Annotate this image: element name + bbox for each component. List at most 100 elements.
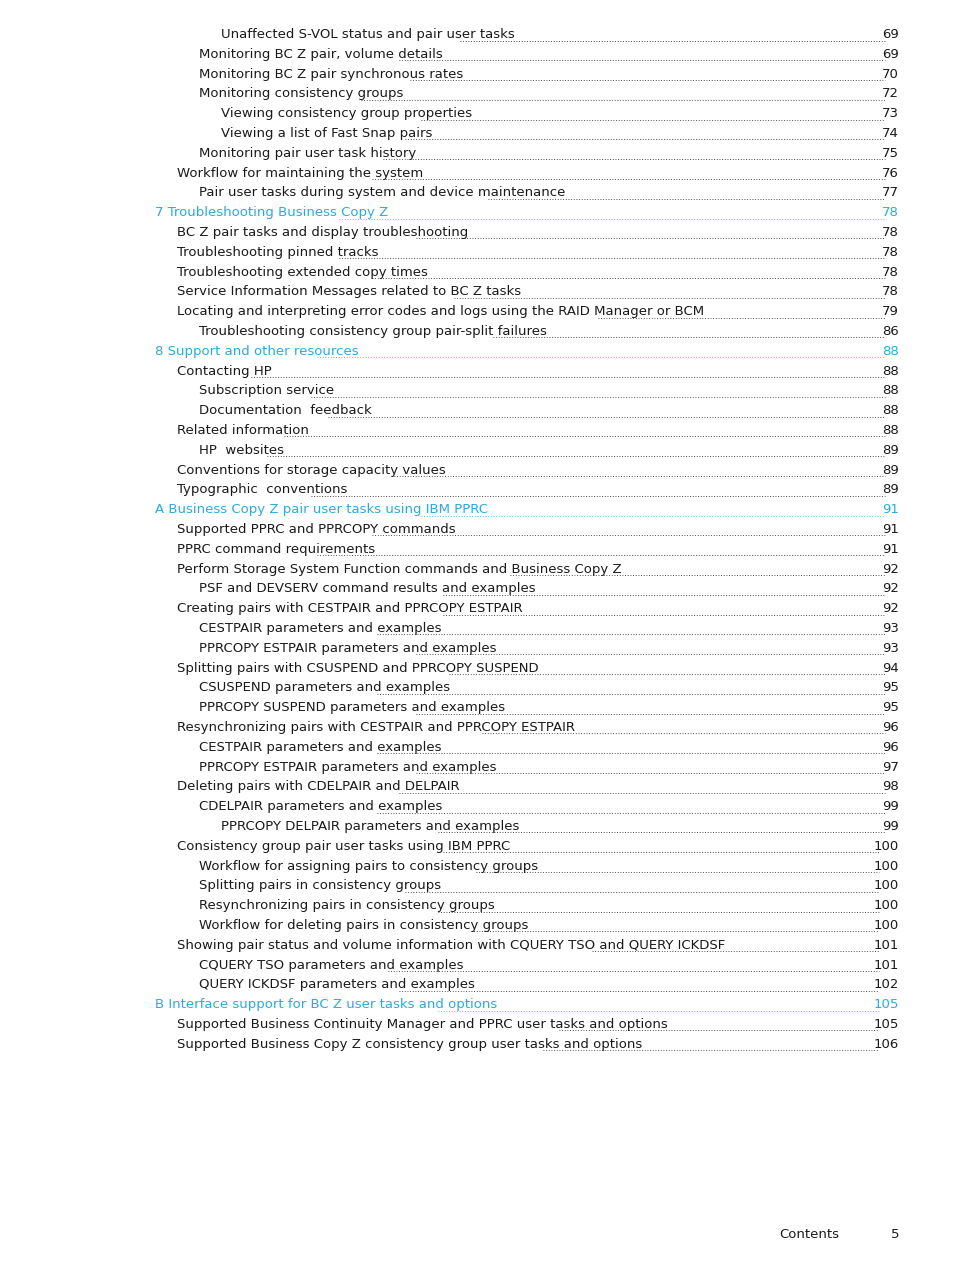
Text: 100: 100 bbox=[873, 899, 898, 913]
Text: 92: 92 bbox=[882, 563, 898, 576]
Text: 100: 100 bbox=[873, 919, 898, 932]
Text: 76: 76 bbox=[882, 167, 898, 179]
Text: 100: 100 bbox=[873, 840, 898, 853]
Text: Viewing consistency group properties: Viewing consistency group properties bbox=[221, 107, 472, 121]
Text: Pair user tasks during system and device maintenance: Pair user tasks during system and device… bbox=[199, 187, 565, 200]
Text: 70: 70 bbox=[882, 67, 898, 80]
Text: QUERY ICKDSF parameters and examples: QUERY ICKDSF parameters and examples bbox=[199, 979, 475, 991]
Text: 86: 86 bbox=[882, 325, 898, 338]
Text: HP  websites: HP websites bbox=[199, 444, 284, 456]
Text: Contents: Contents bbox=[779, 1228, 838, 1240]
Text: 106: 106 bbox=[873, 1038, 898, 1051]
Text: 89: 89 bbox=[882, 464, 898, 477]
Text: 78: 78 bbox=[882, 266, 898, 278]
Text: Perform Storage System Function commands and Business Copy Z: Perform Storage System Function commands… bbox=[177, 563, 621, 576]
Text: 78: 78 bbox=[882, 245, 898, 259]
Text: 102: 102 bbox=[873, 979, 898, 991]
Text: PSF and DEVSERV command results and examples: PSF and DEVSERV command results and exam… bbox=[199, 582, 535, 595]
Text: 88: 88 bbox=[882, 384, 898, 398]
Text: 73: 73 bbox=[882, 107, 898, 121]
Text: 69: 69 bbox=[882, 28, 898, 41]
Text: Subscription service: Subscription service bbox=[199, 384, 334, 398]
Text: Supported PPRC and PPRCOPY commands: Supported PPRC and PPRCOPY commands bbox=[177, 522, 456, 536]
Text: PPRCOPY ESTPAIR parameters and examples: PPRCOPY ESTPAIR parameters and examples bbox=[199, 642, 496, 655]
Text: Typographic  conventions: Typographic conventions bbox=[177, 483, 347, 497]
Text: 88: 88 bbox=[882, 344, 898, 358]
Text: Troubleshooting consistency group pair-split failures: Troubleshooting consistency group pair-s… bbox=[199, 325, 546, 338]
Text: 8 Support and other resources: 8 Support and other resources bbox=[154, 344, 358, 358]
Text: 92: 92 bbox=[882, 582, 898, 595]
Text: B Interface support for BC Z user tasks and options: B Interface support for BC Z user tasks … bbox=[154, 998, 497, 1012]
Text: 97: 97 bbox=[882, 760, 898, 774]
Text: 96: 96 bbox=[882, 741, 898, 754]
Text: 79: 79 bbox=[882, 305, 898, 318]
Text: 5: 5 bbox=[889, 1228, 898, 1240]
Text: 100: 100 bbox=[873, 880, 898, 892]
Text: Monitoring BC Z pair synchronous rates: Monitoring BC Z pair synchronous rates bbox=[199, 67, 463, 80]
Text: 96: 96 bbox=[882, 721, 898, 733]
Text: Splitting pairs with CSUSPEND and PPRCOPY SUSPEND: Splitting pairs with CSUSPEND and PPRCOP… bbox=[177, 662, 538, 675]
Text: Splitting pairs in consistency groups: Splitting pairs in consistency groups bbox=[199, 880, 440, 892]
Text: Related information: Related information bbox=[177, 425, 309, 437]
Text: 95: 95 bbox=[882, 702, 898, 714]
Text: 99: 99 bbox=[882, 801, 898, 813]
Text: 89: 89 bbox=[882, 483, 898, 497]
Text: 88: 88 bbox=[882, 404, 898, 417]
Text: Contacting HP: Contacting HP bbox=[177, 365, 272, 377]
Text: 98: 98 bbox=[882, 780, 898, 793]
Text: PPRCOPY DELPAIR parameters and examples: PPRCOPY DELPAIR parameters and examples bbox=[221, 820, 518, 833]
Text: Service Information Messages related to BC Z tasks: Service Information Messages related to … bbox=[177, 286, 520, 299]
Text: Consistency group pair user tasks using IBM PPRC: Consistency group pair user tasks using … bbox=[177, 840, 510, 853]
Text: Workflow for maintaining the system: Workflow for maintaining the system bbox=[177, 167, 423, 179]
Text: 7 Troubleshooting Business Copy Z: 7 Troubleshooting Business Copy Z bbox=[154, 206, 388, 219]
Text: 105: 105 bbox=[873, 998, 898, 1012]
Text: PPRC command requirements: PPRC command requirements bbox=[177, 543, 375, 555]
Text: CQUERY TSO parameters and examples: CQUERY TSO parameters and examples bbox=[199, 958, 463, 971]
Text: 101: 101 bbox=[873, 939, 898, 952]
Text: 93: 93 bbox=[882, 642, 898, 655]
Text: Troubleshooting extended copy times: Troubleshooting extended copy times bbox=[177, 266, 428, 278]
Text: Showing pair status and volume information with CQUERY TSO and QUERY ICKDSF: Showing pair status and volume informati… bbox=[177, 939, 724, 952]
Text: CESTPAIR parameters and examples: CESTPAIR parameters and examples bbox=[199, 741, 441, 754]
Text: Documentation  feedback: Documentation feedback bbox=[199, 404, 372, 417]
Text: Conventions for storage capacity values: Conventions for storage capacity values bbox=[177, 464, 445, 477]
Text: Troubleshooting pinned tracks: Troubleshooting pinned tracks bbox=[177, 245, 378, 259]
Text: Locating and interpreting error codes and logs using the RAID Manager or BCM: Locating and interpreting error codes an… bbox=[177, 305, 703, 318]
Text: 78: 78 bbox=[882, 286, 898, 299]
Text: CESTPAIR parameters and examples: CESTPAIR parameters and examples bbox=[199, 622, 441, 636]
Text: 72: 72 bbox=[882, 88, 898, 100]
Text: Resynchronizing pairs in consistency groups: Resynchronizing pairs in consistency gro… bbox=[199, 899, 495, 913]
Text: A Business Copy Z pair user tasks using IBM PPRC: A Business Copy Z pair user tasks using … bbox=[154, 503, 488, 516]
Text: Deleting pairs with CDELPAIR and DELPAIR: Deleting pairs with CDELPAIR and DELPAIR bbox=[177, 780, 459, 793]
Text: 88: 88 bbox=[882, 365, 898, 377]
Text: Workflow for assigning pairs to consistency groups: Workflow for assigning pairs to consiste… bbox=[199, 859, 537, 873]
Text: 77: 77 bbox=[882, 187, 898, 200]
Text: 99: 99 bbox=[882, 820, 898, 833]
Text: PPRCOPY ESTPAIR parameters and examples: PPRCOPY ESTPAIR parameters and examples bbox=[199, 760, 496, 774]
Text: Creating pairs with CESTPAIR and PPRCOPY ESTPAIR: Creating pairs with CESTPAIR and PPRCOPY… bbox=[177, 602, 522, 615]
Text: 100: 100 bbox=[873, 859, 898, 873]
Text: 95: 95 bbox=[882, 681, 898, 694]
Text: 75: 75 bbox=[882, 146, 898, 160]
Text: 69: 69 bbox=[882, 48, 898, 61]
Text: Workflow for deleting pairs in consistency groups: Workflow for deleting pairs in consisten… bbox=[199, 919, 528, 932]
Text: 78: 78 bbox=[882, 206, 898, 219]
Text: 91: 91 bbox=[882, 543, 898, 555]
Text: Resynchronizing pairs with CESTPAIR and PPRCOPY ESTPAIR: Resynchronizing pairs with CESTPAIR and … bbox=[177, 721, 575, 733]
Text: Supported Business Continuity Manager and PPRC user tasks and options: Supported Business Continuity Manager an… bbox=[177, 1018, 667, 1031]
Text: Monitoring consistency groups: Monitoring consistency groups bbox=[199, 88, 403, 100]
Text: Unaffected S-VOL status and pair user tasks: Unaffected S-VOL status and pair user ta… bbox=[221, 28, 515, 41]
Text: CDELPAIR parameters and examples: CDELPAIR parameters and examples bbox=[199, 801, 442, 813]
Text: 92: 92 bbox=[882, 602, 898, 615]
Text: BC Z pair tasks and display troubleshooting: BC Z pair tasks and display troubleshoot… bbox=[177, 226, 468, 239]
Text: 91: 91 bbox=[882, 522, 898, 536]
Text: Viewing a list of Fast Snap pairs: Viewing a list of Fast Snap pairs bbox=[221, 127, 432, 140]
Text: 74: 74 bbox=[882, 127, 898, 140]
Text: 105: 105 bbox=[873, 1018, 898, 1031]
Text: CSUSPEND parameters and examples: CSUSPEND parameters and examples bbox=[199, 681, 450, 694]
Text: 93: 93 bbox=[882, 622, 898, 636]
Text: Monitoring BC Z pair, volume details: Monitoring BC Z pair, volume details bbox=[199, 48, 442, 61]
Text: Supported Business Copy Z consistency group user tasks and options: Supported Business Copy Z consistency gr… bbox=[177, 1038, 641, 1051]
Text: 91: 91 bbox=[882, 503, 898, 516]
Text: 101: 101 bbox=[873, 958, 898, 971]
